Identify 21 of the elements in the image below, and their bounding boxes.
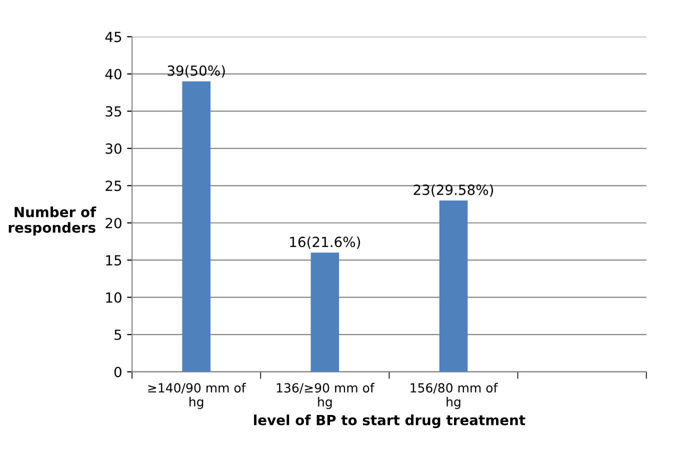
y-tick-label: 0 bbox=[114, 366, 122, 378]
bar bbox=[182, 81, 210, 372]
y-tick-label: 15 bbox=[106, 255, 122, 266]
y-tick-label: 35 bbox=[106, 106, 122, 117]
y-tick-label: 10 bbox=[106, 292, 122, 303]
x-tick-label: 136/≥90 mm of hg bbox=[276, 382, 375, 409]
y-tick-label: 30 bbox=[106, 143, 122, 154]
bar bbox=[439, 200, 468, 372]
y-tick-label: 25 bbox=[106, 180, 122, 192]
y-tick-label: 5 bbox=[114, 330, 122, 340]
y-axis-title: Number of responders bbox=[8, 206, 96, 236]
y-tick-label: 45 bbox=[105, 32, 122, 42]
y-tick-label: 20 bbox=[106, 218, 122, 228]
x-axis-title: level of BP to start drug treatment bbox=[254, 414, 526, 428]
data-label: 39(50%) bbox=[168, 65, 225, 78]
bar bbox=[310, 252, 340, 372]
data-label: 23(29.58%) bbox=[414, 184, 494, 197]
data-label: 16(21.6%) bbox=[290, 236, 360, 249]
y-tick-label: 40 bbox=[105, 68, 122, 80]
x-tick-label: 156/80 mm of hg bbox=[410, 382, 498, 409]
x-tick-label: ≥140/90 mm of hg bbox=[148, 382, 246, 409]
